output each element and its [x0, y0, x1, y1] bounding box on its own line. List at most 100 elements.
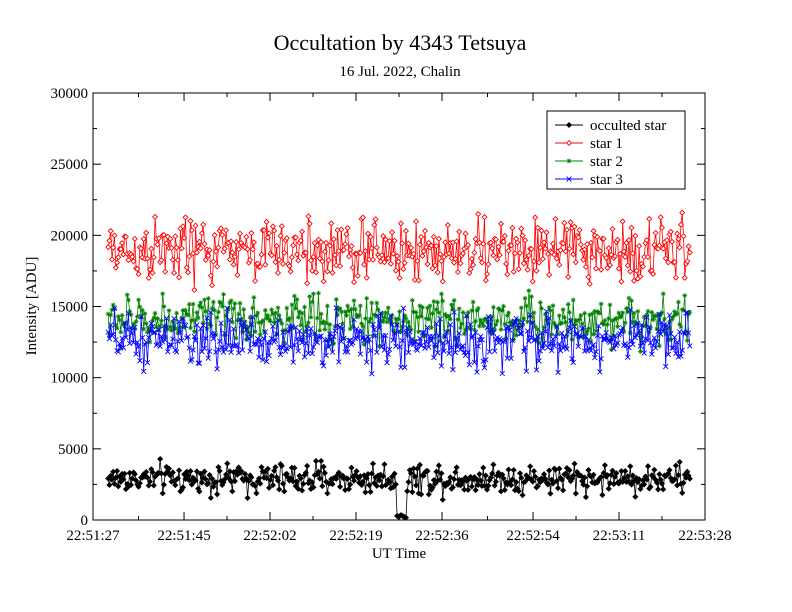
data-point — [649, 309, 655, 315]
data-point — [329, 481, 336, 488]
data-point — [201, 240, 208, 247]
data-point — [176, 467, 183, 474]
data-point — [587, 239, 595, 246]
data-point — [504, 313, 510, 318]
data-point — [656, 242, 663, 249]
data-point — [344, 475, 351, 482]
data-point — [410, 465, 417, 472]
data-point — [468, 255, 475, 262]
data-point — [169, 327, 174, 333]
data-point — [575, 234, 582, 241]
data-point — [167, 235, 174, 242]
data-point — [153, 324, 159, 330]
data-point — [643, 323, 648, 329]
data-point — [521, 348, 527, 355]
data-point — [304, 323, 310, 329]
data-point — [331, 341, 337, 347]
data-point — [234, 343, 241, 349]
data-point — [281, 488, 288, 495]
data-point — [582, 263, 589, 270]
data-point — [414, 465, 421, 472]
data-point — [107, 322, 114, 328]
data-point — [498, 327, 504, 332]
data-point — [535, 326, 541, 332]
data-point — [124, 292, 130, 298]
data-point — [585, 337, 592, 343]
data-point — [669, 238, 676, 245]
data-point — [594, 332, 601, 339]
data-point — [145, 329, 150, 335]
data-point — [488, 316, 494, 322]
data-point — [411, 276, 418, 283]
data-point — [644, 314, 650, 321]
data-point — [569, 337, 575, 342]
data-point — [685, 243, 692, 250]
data-point — [565, 301, 571, 307]
data-point — [206, 471, 213, 479]
data-point — [143, 321, 149, 326]
data-point — [306, 220, 313, 227]
data-point — [133, 319, 139, 325]
data-point — [252, 277, 259, 284]
data-point — [482, 277, 489, 284]
data-point — [309, 267, 316, 274]
data-point — [166, 308, 172, 314]
data-point — [147, 339, 153, 345]
data-point — [195, 360, 201, 366]
data-point — [359, 321, 365, 326]
data-point — [546, 467, 553, 474]
data-point — [452, 335, 458, 341]
data-point — [278, 317, 283, 323]
data-point — [298, 336, 304, 343]
data-point — [486, 349, 493, 355]
data-point — [472, 329, 479, 335]
data-point — [182, 214, 189, 221]
data-point — [138, 245, 145, 252]
data-point — [627, 330, 633, 336]
data-point — [126, 297, 131, 303]
data-point — [318, 239, 325, 246]
data-point — [440, 340, 446, 346]
data-point — [467, 321, 474, 328]
data-point — [361, 342, 367, 347]
data-point — [244, 246, 251, 253]
data-point — [161, 323, 167, 329]
data-point — [254, 313, 259, 319]
data-point — [555, 331, 561, 337]
data-point — [453, 238, 460, 245]
data-point — [399, 337, 405, 344]
data-point — [597, 310, 603, 316]
data-point — [321, 319, 327, 325]
data-point — [587, 312, 593, 318]
data-point — [124, 326, 130, 333]
data-point — [329, 269, 336, 276]
data-point — [672, 309, 678, 315]
data-point — [663, 237, 671, 244]
x-axis-title: UT Time — [372, 546, 427, 562]
x-tick-label: 22:52:02 — [243, 528, 296, 544]
data-point — [219, 231, 226, 239]
data-point — [391, 330, 398, 337]
data-point — [107, 228, 114, 235]
data-point — [279, 321, 285, 326]
data-point — [340, 246, 347, 253]
data-point — [145, 274, 152, 281]
data-point — [515, 488, 522, 495]
data-point — [127, 308, 133, 314]
data-point — [429, 333, 436, 340]
data-point — [422, 345, 428, 351]
data-point — [267, 340, 274, 346]
data-point — [386, 238, 393, 245]
data-point — [222, 471, 230, 478]
data-point — [272, 464, 279, 471]
data-point — [248, 333, 254, 339]
data-point — [382, 332, 389, 339]
data-point — [233, 335, 239, 341]
data-point — [571, 323, 578, 330]
data-point — [553, 477, 560, 485]
data-point — [284, 345, 290, 352]
data-point — [556, 313, 562, 319]
data-point — [489, 326, 495, 333]
data-point — [572, 321, 577, 327]
